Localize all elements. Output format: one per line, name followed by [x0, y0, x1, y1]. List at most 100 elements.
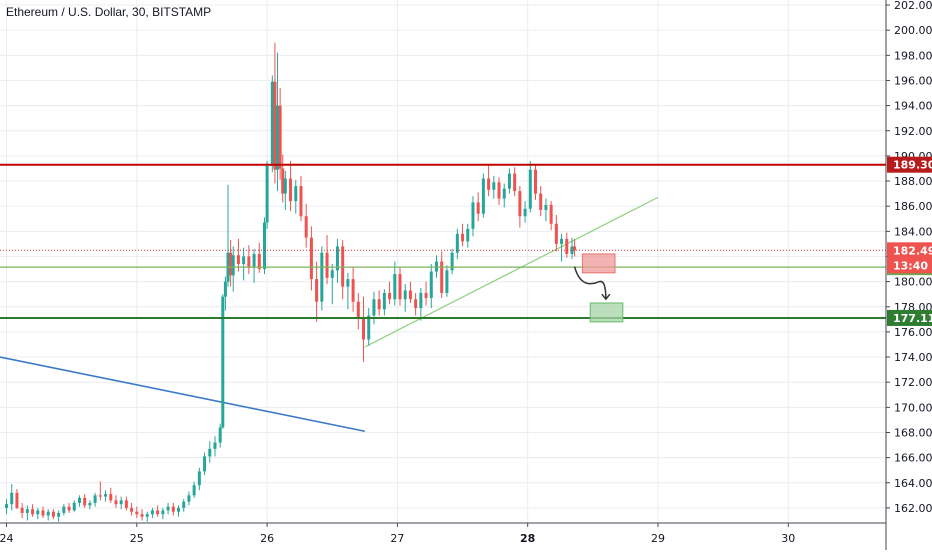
y-tick-label: 162.00 — [894, 502, 932, 515]
candle-body — [570, 246, 574, 254]
candle-body — [15, 492, 19, 508]
candle-body — [440, 261, 444, 293]
candle-body — [544, 204, 548, 210]
candle-body — [208, 448, 212, 457]
candle-body — [177, 507, 181, 512]
candle-body — [393, 274, 397, 300]
candle-body — [93, 495, 97, 503]
x-tick-label: 27 — [390, 532, 404, 545]
candle-body — [408, 290, 412, 300]
candle-body — [67, 506, 71, 511]
target_box — [589, 302, 624, 323]
candle-body — [265, 165, 269, 223]
candle-body — [554, 223, 558, 244]
candle-body — [252, 253, 256, 268]
candle-body — [262, 222, 266, 270]
candle-body — [51, 511, 55, 517]
candle-body — [242, 256, 246, 265]
candle-body — [150, 510, 154, 515]
candle-body — [130, 507, 134, 512]
candle-body — [294, 186, 298, 202]
candle-body — [283, 178, 287, 194]
y-tick-label: 184.00 — [894, 225, 932, 238]
x-tick-label: 24 — [0, 532, 14, 545]
candle-body — [182, 501, 186, 508]
candle-body — [497, 182, 501, 199]
candle-body — [565, 238, 569, 254]
y-tick-label: 198.00 — [894, 49, 932, 62]
candle-body — [372, 299, 376, 316]
candle-body — [309, 237, 313, 280]
candle-body — [518, 191, 522, 217]
candle-body — [135, 511, 139, 515]
bar-countdown-label-bg — [887, 257, 932, 274]
support_dark-price-label: 177.11 — [893, 312, 932, 325]
candle-body — [534, 169, 538, 194]
candle-body — [223, 281, 227, 297]
support_dark-price-label-bg — [887, 309, 932, 326]
candle-body — [528, 169, 532, 209]
candle-body — [281, 168, 285, 194]
candle-body — [388, 292, 392, 300]
candle-body — [424, 292, 428, 298]
candle-body — [573, 246, 577, 251]
candle-body — [450, 252, 454, 271]
y-tick-label: 164.00 — [894, 477, 932, 490]
candle-body — [346, 279, 350, 287]
candle-body — [320, 252, 324, 302]
candle-body — [367, 315, 371, 340]
candle-body — [62, 506, 66, 513]
candle-body — [20, 507, 24, 513]
y-tick-label: 188.00 — [894, 175, 932, 188]
candle-body — [88, 502, 92, 506]
candle-body — [83, 497, 87, 506]
y-tick-label: 174.00 — [894, 351, 932, 364]
y-tick-label: 172.00 — [894, 376, 932, 389]
candle-body — [351, 279, 355, 302]
candle-body — [72, 502, 76, 511]
candle-body — [119, 500, 123, 505]
candle-body — [429, 271, 433, 298]
bar-countdown-label: 13:40 — [893, 259, 928, 272]
candle-body — [213, 442, 217, 449]
x-tick-label: 30 — [781, 532, 795, 545]
candle-body — [403, 290, 407, 300]
candle-body — [192, 485, 196, 496]
candle-body — [325, 252, 329, 278]
projection-arrow-head — [601, 293, 611, 301]
candle-body — [10, 492, 14, 505]
candle-body — [203, 456, 207, 472]
y-tick-label: 170.00 — [894, 401, 932, 414]
grid-layer — [0, 0, 886, 523]
x-tick-label: 25 — [130, 532, 144, 545]
candle-body — [419, 292, 423, 309]
candle-body — [221, 296, 225, 428]
candle-body — [523, 208, 527, 217]
candle-body — [455, 233, 459, 253]
candle-body — [31, 509, 35, 515]
candle-body — [124, 500, 128, 508]
candle-body — [257, 253, 261, 270]
candle-body — [487, 178, 491, 190]
candle-body — [98, 495, 102, 497]
chart-title: Ethereum / U.S. Dollar, 30, BITSTAMP — [6, 5, 212, 19]
candle-body — [114, 500, 118, 505]
candle-body — [507, 173, 511, 189]
candle-body — [218, 427, 222, 443]
sell_box — [581, 253, 616, 274]
candle-body — [145, 514, 149, 517]
last-price-label: 182.49 — [893, 244, 932, 257]
candle-body — [57, 512, 61, 517]
candle-body — [156, 510, 160, 515]
candle-body — [335, 246, 339, 271]
resistance-price-label-bg — [887, 156, 932, 173]
y-tick-label: 202.00 — [894, 0, 932, 12]
y-tick-label: 166.00 — [894, 452, 932, 465]
candle-body — [278, 105, 282, 169]
y-tick-label: 168.00 — [894, 426, 932, 439]
candle-body — [471, 202, 475, 229]
candle-body — [236, 255, 240, 265]
candle-body — [560, 238, 564, 244]
